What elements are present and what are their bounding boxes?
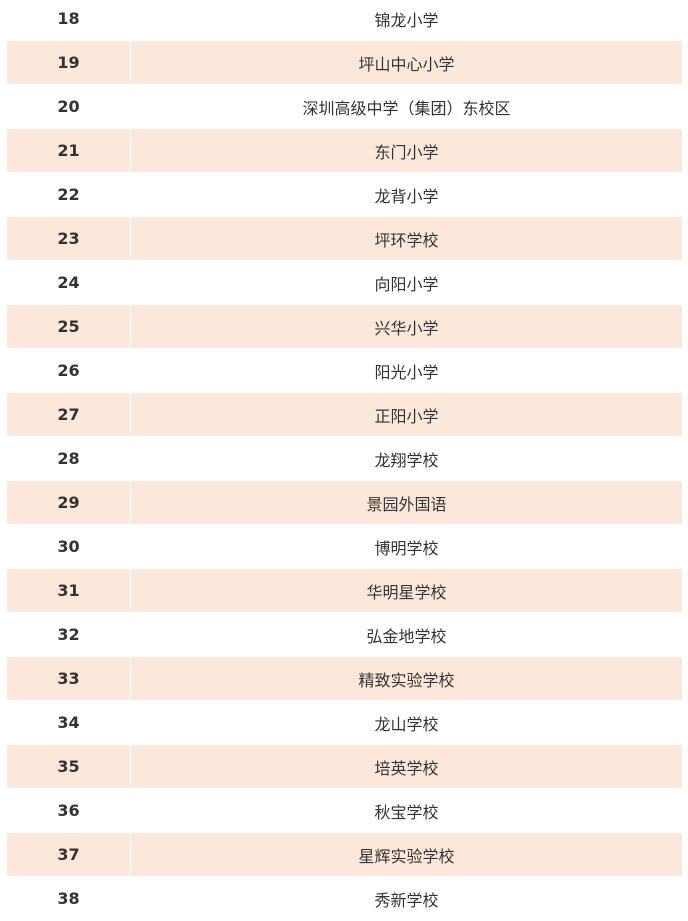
rank-cell: 24	[57, 273, 80, 292]
table-row: 25 兴华小学	[7, 305, 682, 348]
table-row: 36 秋宝学校	[7, 789, 682, 832]
table-row: 22 龙背小学	[7, 173, 682, 216]
school-name-cell: 坪环学校	[131, 217, 682, 260]
table-row: 31 华明星学校	[7, 569, 682, 612]
table-row: 38 秀新学校	[7, 877, 682, 920]
school-name-cell: 龙背小学	[374, 186, 439, 206]
school-name-cell: 阳光小学	[374, 362, 439, 382]
rank-cell: 33	[7, 657, 130, 700]
rank-cell: 29	[7, 481, 130, 524]
table-row: 30 博明学校	[7, 525, 682, 568]
table-row: 21 东门小学	[7, 129, 682, 172]
rank-cell: 18	[57, 9, 80, 28]
school-name-cell: 星辉实验学校	[131, 833, 682, 876]
table-row: 37 星辉实验学校	[7, 833, 682, 876]
table-row: 20 深圳高级中学（集团）东校区	[7, 85, 682, 128]
school-name-cell: 培英学校	[131, 745, 682, 788]
rank-cell: 21	[7, 129, 130, 172]
school-name-cell: 秋宝学校	[374, 802, 439, 822]
rank-cell: 32	[57, 625, 80, 644]
table-row: 28 龙翔学校	[7, 437, 682, 480]
rank-cell: 31	[7, 569, 130, 612]
rank-cell: 22	[57, 185, 80, 204]
school-name-cell: 华明星学校	[131, 569, 682, 612]
rank-cell: 26	[57, 361, 80, 380]
table-row: 24 向阳小学	[7, 261, 682, 304]
rank-cell: 30	[57, 537, 80, 556]
rank-cell: 23	[7, 217, 130, 260]
rank-cell: 37	[7, 833, 130, 876]
school-name-cell: 东门小学	[131, 129, 682, 172]
school-name-cell: 锦龙小学	[374, 10, 439, 30]
table-row: 18 锦龙小学	[7, 0, 682, 40]
table-row: 29 景园外国语	[7, 481, 682, 524]
school-ranking-table: 18 锦龙小学 19 坪山中心小学 20 深圳高级中学（集团）东校区 21 东门小学 22 龙背小…	[7, 0, 682, 921]
school-name-cell: 龙山学校	[374, 714, 439, 734]
rank-cell: 35	[7, 745, 130, 788]
school-name-cell: 正阳小学	[131, 393, 682, 436]
rank-cell: 36	[57, 801, 80, 820]
school-name-cell: 秀新学校	[374, 890, 439, 910]
table-row: 35 培英学校	[7, 745, 682, 788]
table-row: 27 正阳小学	[7, 393, 682, 436]
table-row: 23 坪环学校	[7, 217, 682, 260]
school-name-cell: 龙翔学校	[374, 450, 439, 470]
table-row: 32 弘金地学校	[7, 613, 682, 656]
school-name-cell: 深圳高级中学（集团）东校区	[302, 98, 511, 118]
rank-cell: 20	[57, 97, 80, 116]
school-name-cell: 坪山中心小学	[131, 41, 682, 84]
rank-cell: 38	[57, 889, 80, 908]
rank-cell: 28	[57, 449, 80, 468]
school-name-cell: 精致实验学校	[131, 657, 682, 700]
table-row: 34 龙山学校	[7, 701, 682, 744]
school-name-cell: 弘金地学校	[366, 626, 447, 646]
rank-cell: 34	[57, 713, 80, 732]
table-row: 33 精致实验学校	[7, 657, 682, 700]
rank-cell: 25	[7, 305, 130, 348]
school-name-cell: 博明学校	[374, 538, 439, 558]
rank-cell: 27	[7, 393, 130, 436]
school-name-cell: 向阳小学	[374, 274, 439, 294]
school-name-cell: 景园外国语	[131, 481, 682, 524]
table-row: 26 阳光小学	[7, 349, 682, 392]
school-name-cell: 兴华小学	[131, 305, 682, 348]
table-row: 19 坪山中心小学	[7, 41, 682, 84]
rank-cell: 19	[7, 41, 130, 84]
